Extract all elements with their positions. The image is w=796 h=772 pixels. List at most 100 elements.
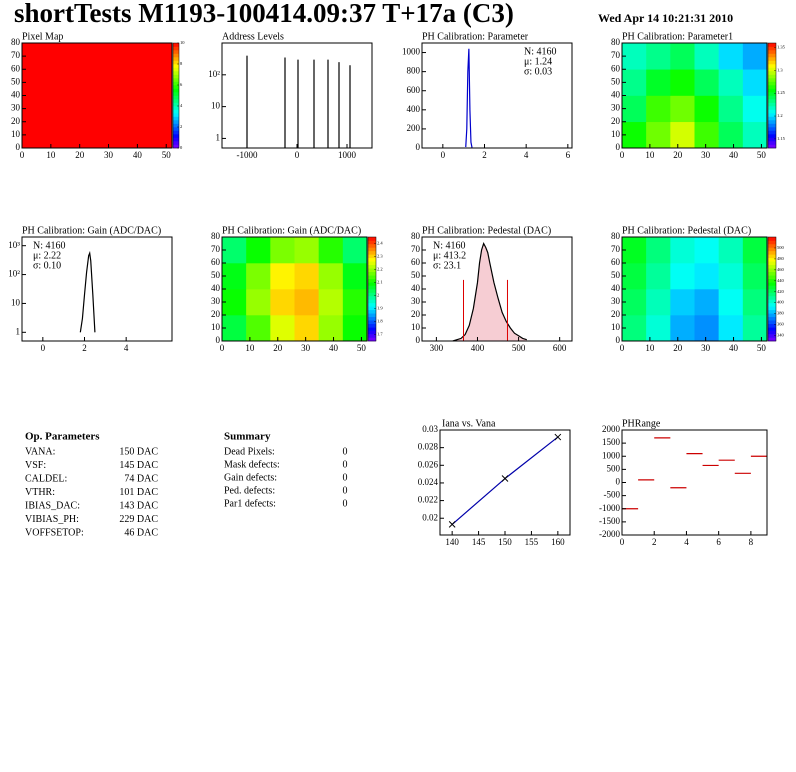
x-tick-label: 0	[620, 343, 625, 353]
color-scale-label: 6	[180, 82, 183, 87]
color-scale-step	[768, 275, 776, 279]
color-scale-step	[173, 106, 179, 110]
parameter-value: 143 DAC	[119, 500, 158, 511]
color-scale-step	[368, 289, 376, 293]
stats-entry: μ: 1.24	[524, 56, 552, 67]
color-scale-label: 0	[180, 145, 183, 150]
color-scale-step	[768, 247, 776, 252]
x-tick-label: 155	[525, 537, 539, 547]
color-scale-step	[768, 309, 776, 314]
color-scale-label: 2.3	[377, 254, 383, 259]
color-scale-step	[173, 57, 179, 61]
y-tick-label: 10	[611, 322, 621, 332]
color-scale-label: 1.35	[777, 45, 786, 50]
heatmap-cell	[270, 315, 295, 342]
plot-frame	[421, 42, 573, 149]
color-scale-step	[768, 243, 776, 248]
x-tick-label: 40	[729, 150, 739, 160]
color-scale-step	[368, 268, 376, 272]
heatmap-cell	[670, 69, 695, 96]
heatmap-cell	[742, 121, 768, 149]
heatmap-cell	[246, 237, 271, 264]
x-tick-label: 40	[729, 343, 739, 353]
marker-stroke	[501, 475, 509, 482]
x-tick-label: 20	[273, 343, 283, 353]
color-scale-label: 380	[777, 311, 785, 316]
color-scale-label: 2	[377, 293, 379, 298]
heatmap-cell	[646, 95, 671, 123]
y-tick-label: 40	[611, 90, 621, 100]
heatmap-cell	[318, 237, 344, 264]
stats-entry: N: 4160	[33, 240, 66, 251]
color-scale-step	[768, 240, 776, 245]
color-scale-step	[768, 88, 776, 93]
x-tick-label: 600	[553, 343, 567, 353]
heatmap-cell	[318, 263, 344, 290]
color-scale-step	[173, 120, 179, 124]
parameter-value: 229 DAC	[119, 514, 158, 525]
heatmap-cell	[718, 121, 744, 149]
heatmap-cell	[646, 315, 671, 342]
stats-entry: σ: 0.03	[524, 66, 552, 77]
heatmap-cell	[622, 263, 647, 290]
defect-count: 0	[343, 459, 348, 470]
heatmap-cell	[694, 237, 719, 264]
heatmap-cell	[670, 121, 695, 149]
y-tick-label: 80	[611, 37, 621, 47]
heatmap-cell	[694, 315, 719, 342]
y-tick-label: 0.026	[418, 459, 439, 469]
color-scale-step	[768, 85, 776, 89]
color-scale-step	[768, 130, 776, 135]
color-scale-label: 1.15	[777, 136, 786, 141]
heatmap-cell	[222, 289, 247, 316]
color-scale-step	[368, 330, 376, 335]
y-tick-label: 800	[407, 66, 421, 76]
color-scale-step	[768, 271, 776, 276]
parameter-value: 46 DAC	[124, 527, 158, 538]
color-scale-label: 1.8	[377, 319, 383, 324]
heatmap-cell	[718, 315, 744, 342]
x-tick-label: 30	[701, 150, 711, 160]
heatmap-cell	[222, 315, 247, 342]
heatmap-cell	[646, 237, 671, 264]
x-tick-label: 0	[20, 150, 25, 160]
histogram-line	[79, 250, 96, 333]
defect-name: Par1 defects:	[224, 498, 276, 509]
color-scale-frame	[172, 42, 180, 149]
color-scale-step	[173, 46, 179, 51]
defect-name: Ped. defects:	[224, 485, 275, 496]
stats-entry: σ: 0.10	[33, 260, 61, 271]
x-tick-label: 400	[471, 343, 485, 353]
heatmap-cell	[622, 43, 647, 70]
color-scale-step	[768, 123, 776, 128]
y-tick-label: 1000	[602, 450, 621, 460]
heatmap-cell	[622, 315, 647, 342]
y-tick-label: 70	[411, 244, 421, 254]
x-tick-label: 50	[757, 150, 767, 160]
color-scale-step	[368, 257, 376, 262]
color-scale-frame	[767, 42, 777, 149]
color-scale-step	[768, 299, 776, 304]
color-scale-label: 460	[777, 267, 785, 272]
y-tick-label: 40	[11, 90, 21, 100]
y-tick-label: 50	[411, 270, 421, 280]
table-title: Op. Parameters	[25, 431, 100, 443]
x-tick-label: 1000	[338, 150, 357, 160]
color-scale-step	[768, 268, 776, 272]
heatmap-cell	[718, 69, 744, 96]
color-scale-step	[368, 254, 376, 259]
y-tick-label: 70	[611, 50, 621, 60]
heatmap-cell	[622, 121, 647, 149]
heatmap-cell	[622, 95, 647, 123]
color-scale-step	[768, 330, 776, 335]
heatmap-cell	[646, 43, 671, 70]
x-tick-label: 30	[104, 150, 114, 160]
x-tick-label: 20	[673, 343, 683, 353]
y-tick-label: 50	[611, 270, 621, 280]
color-scale-step	[768, 95, 776, 100]
color-scale-step	[173, 43, 179, 47]
heatmap-cell	[342, 237, 368, 264]
heatmap-cell	[622, 237, 647, 264]
color-scale-step	[368, 240, 376, 245]
color-scale-step	[173, 116, 179, 121]
